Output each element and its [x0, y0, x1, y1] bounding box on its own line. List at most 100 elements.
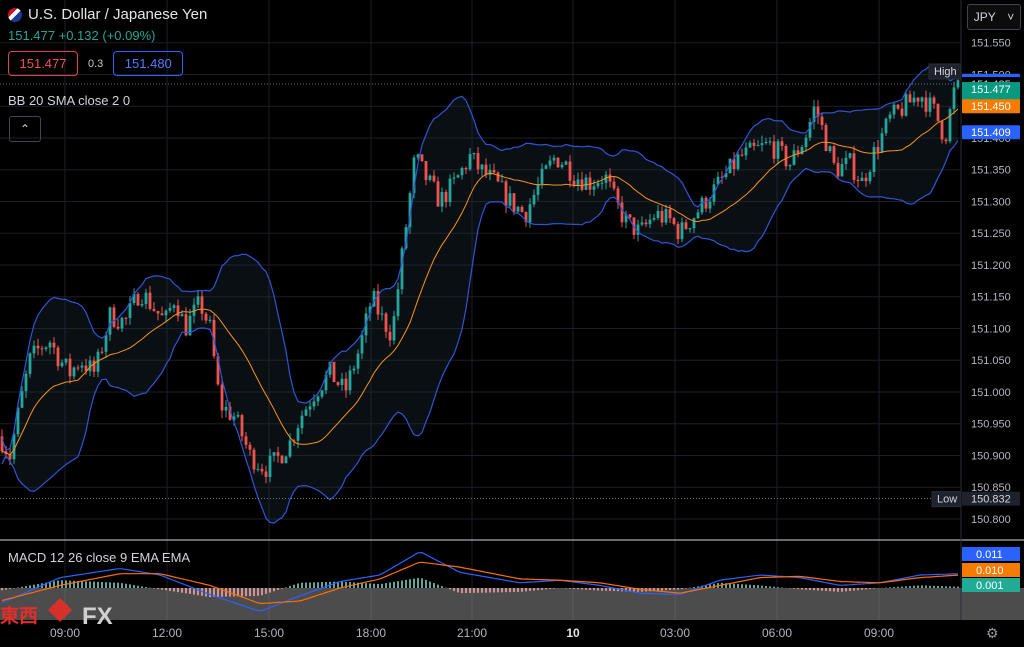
- candle-body: [944, 139, 948, 142]
- candle-body: [204, 313, 208, 321]
- gear-icon[interactable]: ⚙: [986, 625, 999, 641]
- candle-body: [496, 172, 500, 182]
- candle-body: [352, 368, 356, 371]
- candle-body: [600, 182, 604, 184]
- candle-body: [748, 142, 752, 148]
- candle-body: [104, 334, 108, 352]
- candle-body: [12, 434, 16, 460]
- candle-body: [448, 178, 452, 203]
- collapse-button[interactable]: ⌃: [9, 116, 41, 142]
- price-change: 151.477 +0.132 (+0.09%): [8, 28, 207, 43]
- candle-body: [304, 409, 308, 416]
- candle-body: [96, 351, 100, 372]
- candle-body: [540, 168, 544, 185]
- candle-body: [896, 104, 900, 109]
- hist-value-label-bg: [962, 578, 1020, 592]
- candle-body: [244, 436, 248, 445]
- candle-body: [704, 197, 708, 209]
- candle-body: [836, 162, 840, 177]
- candle-body: [0, 436, 4, 452]
- candle-body: [188, 315, 192, 336]
- bollinger-lines: [1, 64, 959, 524]
- candle-body: [936, 103, 940, 121]
- candle-body: [292, 440, 296, 442]
- candle-body: [8, 454, 12, 460]
- candle-body: [892, 104, 896, 115]
- candle-body: [652, 218, 656, 220]
- candle-body: [948, 109, 952, 142]
- candle-body: [128, 302, 132, 318]
- macd-value-label-bg: [962, 547, 1020, 561]
- candle-body: [216, 356, 220, 385]
- candle-body: [80, 365, 84, 368]
- candle-body: [460, 168, 464, 176]
- candle-body: [368, 306, 372, 314]
- candle-body: [268, 455, 272, 477]
- candle-body: [308, 406, 312, 410]
- candle-body: [772, 141, 776, 159]
- sell-button[interactable]: 151.477: [8, 51, 78, 76]
- candle-body: [536, 184, 540, 195]
- candle-body: [288, 440, 292, 457]
- candle-body: [184, 314, 188, 336]
- macd-line: [1, 551, 959, 612]
- candle-body: [736, 154, 740, 169]
- low-value-label-bg: [962, 491, 1020, 506]
- buy-button[interactable]: 151.480: [113, 51, 184, 76]
- candle-body: [512, 193, 516, 212]
- candle-body: [392, 316, 396, 341]
- candle-body: [692, 218, 696, 229]
- candle-body: [452, 177, 456, 179]
- candle-body: [252, 449, 256, 470]
- candle-body: [900, 108, 904, 116]
- candle-body: [68, 358, 72, 377]
- candle-body: [372, 290, 376, 307]
- signal-value-label: 0.010: [976, 565, 1004, 577]
- candle-body: [524, 212, 528, 223]
- change-pct: (+0.09%): [102, 28, 156, 43]
- time-tick-label: 15:00: [254, 626, 284, 640]
- candle-body: [500, 181, 504, 183]
- currency-select[interactable]: JPY ˅: [967, 4, 1021, 30]
- candle-body: [640, 222, 644, 225]
- candle-body: [396, 289, 400, 317]
- signal-value-label-bg: [962, 563, 1020, 577]
- price-tick-label: 151.150: [971, 292, 1011, 304]
- candle-body: [612, 181, 616, 189]
- candle-body: [432, 175, 436, 182]
- candle-body: [120, 317, 124, 329]
- candle-body: [388, 331, 392, 341]
- candle-body: [44, 347, 48, 350]
- candle-body: [116, 326, 120, 329]
- candle-body: [420, 154, 424, 161]
- candle-body: [616, 188, 620, 203]
- candle-body: [280, 455, 284, 464]
- candle-body: [604, 174, 608, 183]
- candle-body: [376, 290, 380, 315]
- candle-body: [876, 147, 880, 152]
- candle-body: [596, 183, 600, 187]
- high-tag: High: [934, 66, 957, 78]
- candle-body: [16, 407, 20, 435]
- candle-body: [348, 370, 352, 391]
- candle-body: [560, 164, 564, 168]
- candle-body: [484, 164, 488, 175]
- candle-body: [804, 137, 808, 148]
- bb-indicator-label[interactable]: BB 20 SMA close 2 0: [8, 93, 131, 108]
- candle-body: [580, 179, 584, 190]
- macd-indicator-label[interactable]: MACD 12 26 close 9 EMA EMA: [8, 550, 191, 565]
- candle-body: [296, 428, 300, 441]
- candle-body: [100, 351, 104, 353]
- candle-body: [788, 164, 792, 167]
- chevron-up-icon: ⌃: [19, 122, 31, 136]
- candle-body: [92, 360, 96, 372]
- candle-body: [832, 146, 836, 163]
- change-abs: +0.132: [58, 28, 99, 43]
- watermark-band: [0, 588, 1024, 620]
- candle-body: [676, 224, 680, 240]
- candle-body: [356, 353, 360, 369]
- candle-body: [860, 177, 864, 182]
- candle-body: [260, 468, 264, 472]
- signal-line: [1, 561, 959, 605]
